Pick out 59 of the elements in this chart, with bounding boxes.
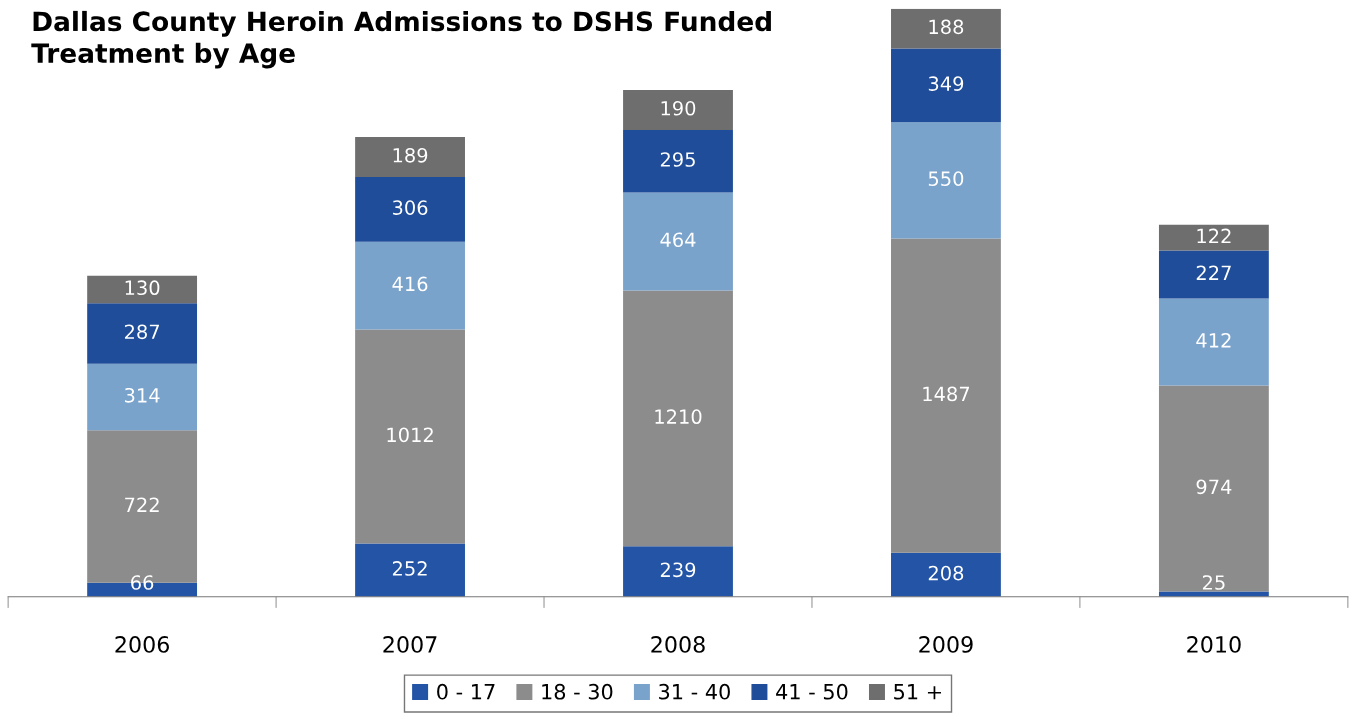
bar [623, 130, 733, 193]
data-label: 722 [125, 497, 159, 512]
bar [1158, 385, 1269, 592]
bar [891, 8, 1001, 49]
legend-label: 18 - 30 [542, 683, 613, 700]
data-label: 306 [392, 200, 428, 215]
legend-label: 51 + [894, 684, 941, 700]
bar [355, 543, 465, 597]
bar [623, 192, 733, 291]
data-label: 416 [392, 276, 428, 292]
data-label: 550 [928, 171, 964, 186]
data-label: 314 [125, 387, 160, 403]
bar [1158, 250, 1269, 299]
bar [355, 329, 465, 544]
data-label: 349 [928, 76, 964, 91]
bar [355, 241, 465, 330]
data-label: 66 [131, 575, 154, 590]
data-label: 1210 [655, 409, 702, 425]
bar [623, 546, 733, 597]
bar [891, 238, 1001, 553]
data-label: 412 [1196, 332, 1231, 348]
data-label: 208 [928, 565, 964, 581]
bar [355, 137, 465, 177]
data-label: 295 [660, 152, 695, 167]
data-label: 227 [1196, 265, 1231, 280]
legend-label: 41 - 50 [776, 683, 848, 700]
bar [891, 48, 1001, 123]
x-tick-label: 2007 [383, 636, 437, 653]
legend-label: 31 - 40 [659, 683, 730, 700]
data-label: 239 [660, 562, 696, 578]
data-label: 188 [929, 19, 964, 35]
data-label: 464 [660, 232, 696, 248]
x-tick-label: 2009 [919, 636, 973, 653]
data-label: 130 [125, 280, 160, 296]
bar [1158, 224, 1269, 251]
data-label: 252 [392, 561, 427, 576]
bar [623, 89, 733, 131]
bar [891, 122, 1001, 239]
data-label: 190 [661, 100, 696, 116]
bar [87, 275, 198, 304]
x-tick-label: 2008 [651, 636, 705, 653]
data-label: 189 [393, 147, 428, 163]
bar [891, 552, 1001, 597]
text: Dallas County Heroin Admissions to DSHS Funded Treatment by Age [31, 10, 771, 69]
data-label: 1012 [387, 427, 433, 443]
data-label: 25 [1202, 575, 1225, 590]
data-label: 1487 [923, 386, 970, 402]
data-label: 974 [1196, 479, 1232, 495]
bar [355, 176, 465, 242]
bar [1158, 298, 1269, 386]
data-label: 287 [124, 324, 159, 340]
bar [623, 290, 733, 547]
bar [87, 363, 198, 431]
legend-label: 0 - 17 [437, 683, 495, 700]
x-tick-label: 2010 [1187, 636, 1241, 653]
x-tick-label: 2006 [115, 636, 169, 653]
bar [87, 303, 198, 364]
bar [1158, 591, 1269, 597]
data-label: 122 [1197, 228, 1231, 243]
